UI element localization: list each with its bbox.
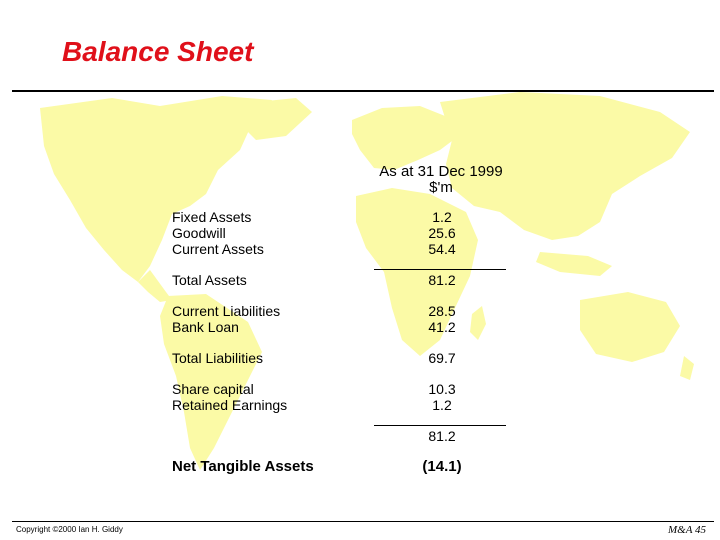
net-tangible-assets-value: (14.1) xyxy=(422,458,462,475)
row-value: 28.5 xyxy=(428,303,456,319)
north-america-shape xyxy=(40,96,272,282)
row-value: 1.2 xyxy=(432,397,452,413)
slide-title: Balance Sheet xyxy=(62,36,254,67)
asia-shape xyxy=(440,92,690,240)
total-assets-value: 81.2 xyxy=(428,272,456,288)
page-number: M&A 45 xyxy=(668,524,706,536)
equity-subtotal-value: 81.2 xyxy=(428,428,456,444)
unit-header: $'m xyxy=(429,179,453,196)
row-label: Bank Loan xyxy=(172,319,239,335)
copyright-notice: Copyright ©2000 Ian H. Giddy xyxy=(16,525,123,534)
total-liabilities-label: Total Liabilities xyxy=(172,350,264,366)
indonesia-shape xyxy=(536,252,612,276)
row-value: 10.3 xyxy=(428,381,456,397)
total-assets-label: Total Assets xyxy=(172,272,247,288)
australia-shape xyxy=(580,292,680,362)
subtotal-rule xyxy=(374,269,506,270)
row-label: Retained Earnings xyxy=(172,397,288,413)
row-value: 25.6 xyxy=(428,225,456,241)
south-america-shape xyxy=(160,294,262,470)
europe-shape xyxy=(352,106,456,170)
central-america-shape xyxy=(138,270,172,302)
row-value: 41.2 xyxy=(428,319,456,335)
greenland-shape xyxy=(236,98,312,140)
row-label: Goodwill xyxy=(172,225,226,241)
subtotal-rule xyxy=(374,425,506,426)
footer-divider xyxy=(12,521,714,522)
net-tangible-assets-label: Net Tangible Assets xyxy=(172,458,314,475)
row-value: 1.2 xyxy=(432,209,452,225)
row-label: Fixed Assets xyxy=(172,209,252,225)
title-divider xyxy=(12,90,714,92)
row-label: Current Assets xyxy=(172,241,264,257)
total-liabilities-value: 69.7 xyxy=(428,350,456,366)
new-zealand-shape xyxy=(680,356,694,380)
africa-shape xyxy=(356,188,478,356)
madagascar-shape xyxy=(470,306,486,340)
date-header: As at 31 Dec 1999 xyxy=(379,163,503,180)
row-label: Current Liabilities xyxy=(172,303,281,319)
row-label: Share capital xyxy=(172,381,254,397)
row-value: 54.4 xyxy=(428,241,456,257)
